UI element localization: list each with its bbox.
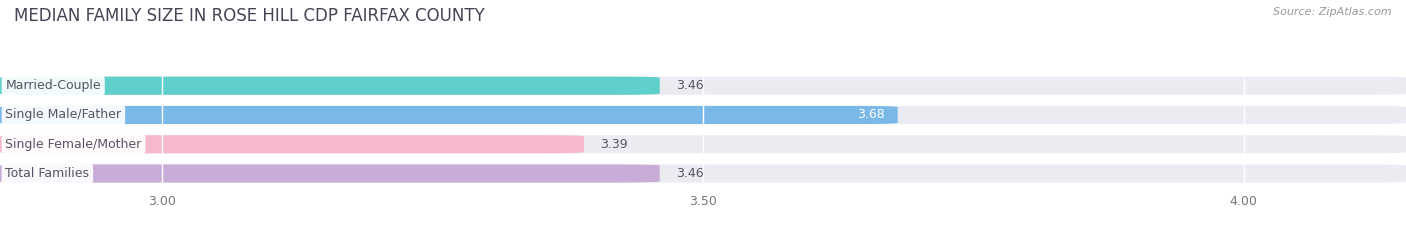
FancyBboxPatch shape (0, 164, 1406, 183)
Text: 3.46: 3.46 (676, 167, 703, 180)
Text: Total Families: Total Families (6, 167, 90, 180)
FancyBboxPatch shape (0, 77, 659, 95)
FancyBboxPatch shape (0, 77, 1406, 95)
FancyBboxPatch shape (0, 106, 1406, 124)
FancyBboxPatch shape (0, 106, 897, 124)
Text: 3.46: 3.46 (676, 79, 703, 92)
Text: Married-Couple: Married-Couple (6, 79, 101, 92)
Text: Source: ZipAtlas.com: Source: ZipAtlas.com (1274, 7, 1392, 17)
FancyBboxPatch shape (0, 135, 583, 153)
Text: Single Female/Mother: Single Female/Mother (6, 138, 142, 151)
FancyBboxPatch shape (0, 164, 659, 183)
Text: MEDIAN FAMILY SIZE IN ROSE HILL CDP FAIRFAX COUNTY: MEDIAN FAMILY SIZE IN ROSE HILL CDP FAIR… (14, 7, 485, 25)
Text: 3.68: 3.68 (856, 109, 884, 121)
Text: 3.39: 3.39 (600, 138, 628, 151)
FancyBboxPatch shape (0, 135, 1406, 153)
Text: Single Male/Father: Single Male/Father (6, 109, 121, 121)
